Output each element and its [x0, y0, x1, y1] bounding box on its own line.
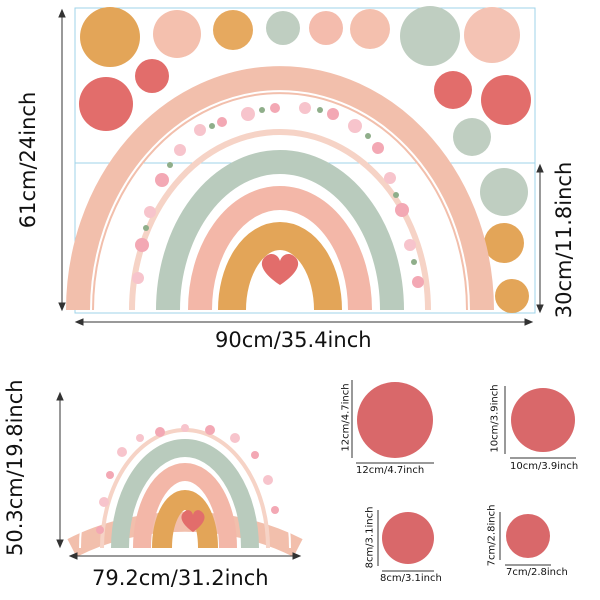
dots-top [79, 6, 531, 156]
dimension-lines-small [56, 391, 302, 560]
circle-dimension-lines [351, 380, 576, 572]
small-height-label: 50.3cm/19.8inch [3, 379, 27, 556]
top-width-label: 90cm/35.4inch [215, 328, 372, 352]
circle-12-height-label: 12cm/4.7inch [340, 383, 352, 452]
circle-10-height-label: 10cm/3.9inch [489, 384, 501, 453]
circle-10-width-label: 10cm/3.9inch [510, 461, 579, 472]
circle-7-height-label: 7cm/2.8inch [486, 504, 498, 567]
circle-8cm [382, 512, 434, 564]
flower-garland-small [96, 424, 279, 534]
circle-12cm [357, 382, 433, 458]
circle-10cm [511, 388, 575, 452]
heart-top [261, 254, 299, 285]
circle-7cm [506, 514, 550, 558]
heart-small [181, 510, 205, 532]
dots-right [480, 168, 529, 313]
large-rainbow [66, 66, 494, 311]
circle-8-width-label: 8cm/3.1inch [380, 573, 442, 584]
lower-height-label: 30cm/11.8inch [552, 161, 576, 319]
top-height-label: 61cm/24inch [16, 91, 40, 229]
dimension-lines-top [58, 8, 544, 326]
small-rainbow [67, 405, 303, 557]
circle-7-width-label: 7cm/2.8inch [506, 567, 568, 578]
circle-12-width-label: 12cm/4.7inch [356, 465, 425, 476]
flower-garland-top [132, 102, 424, 288]
circle-8-height-label: 8cm/3.1inch [364, 506, 376, 569]
small-width-label: 79.2cm/31.2inch [92, 566, 269, 590]
